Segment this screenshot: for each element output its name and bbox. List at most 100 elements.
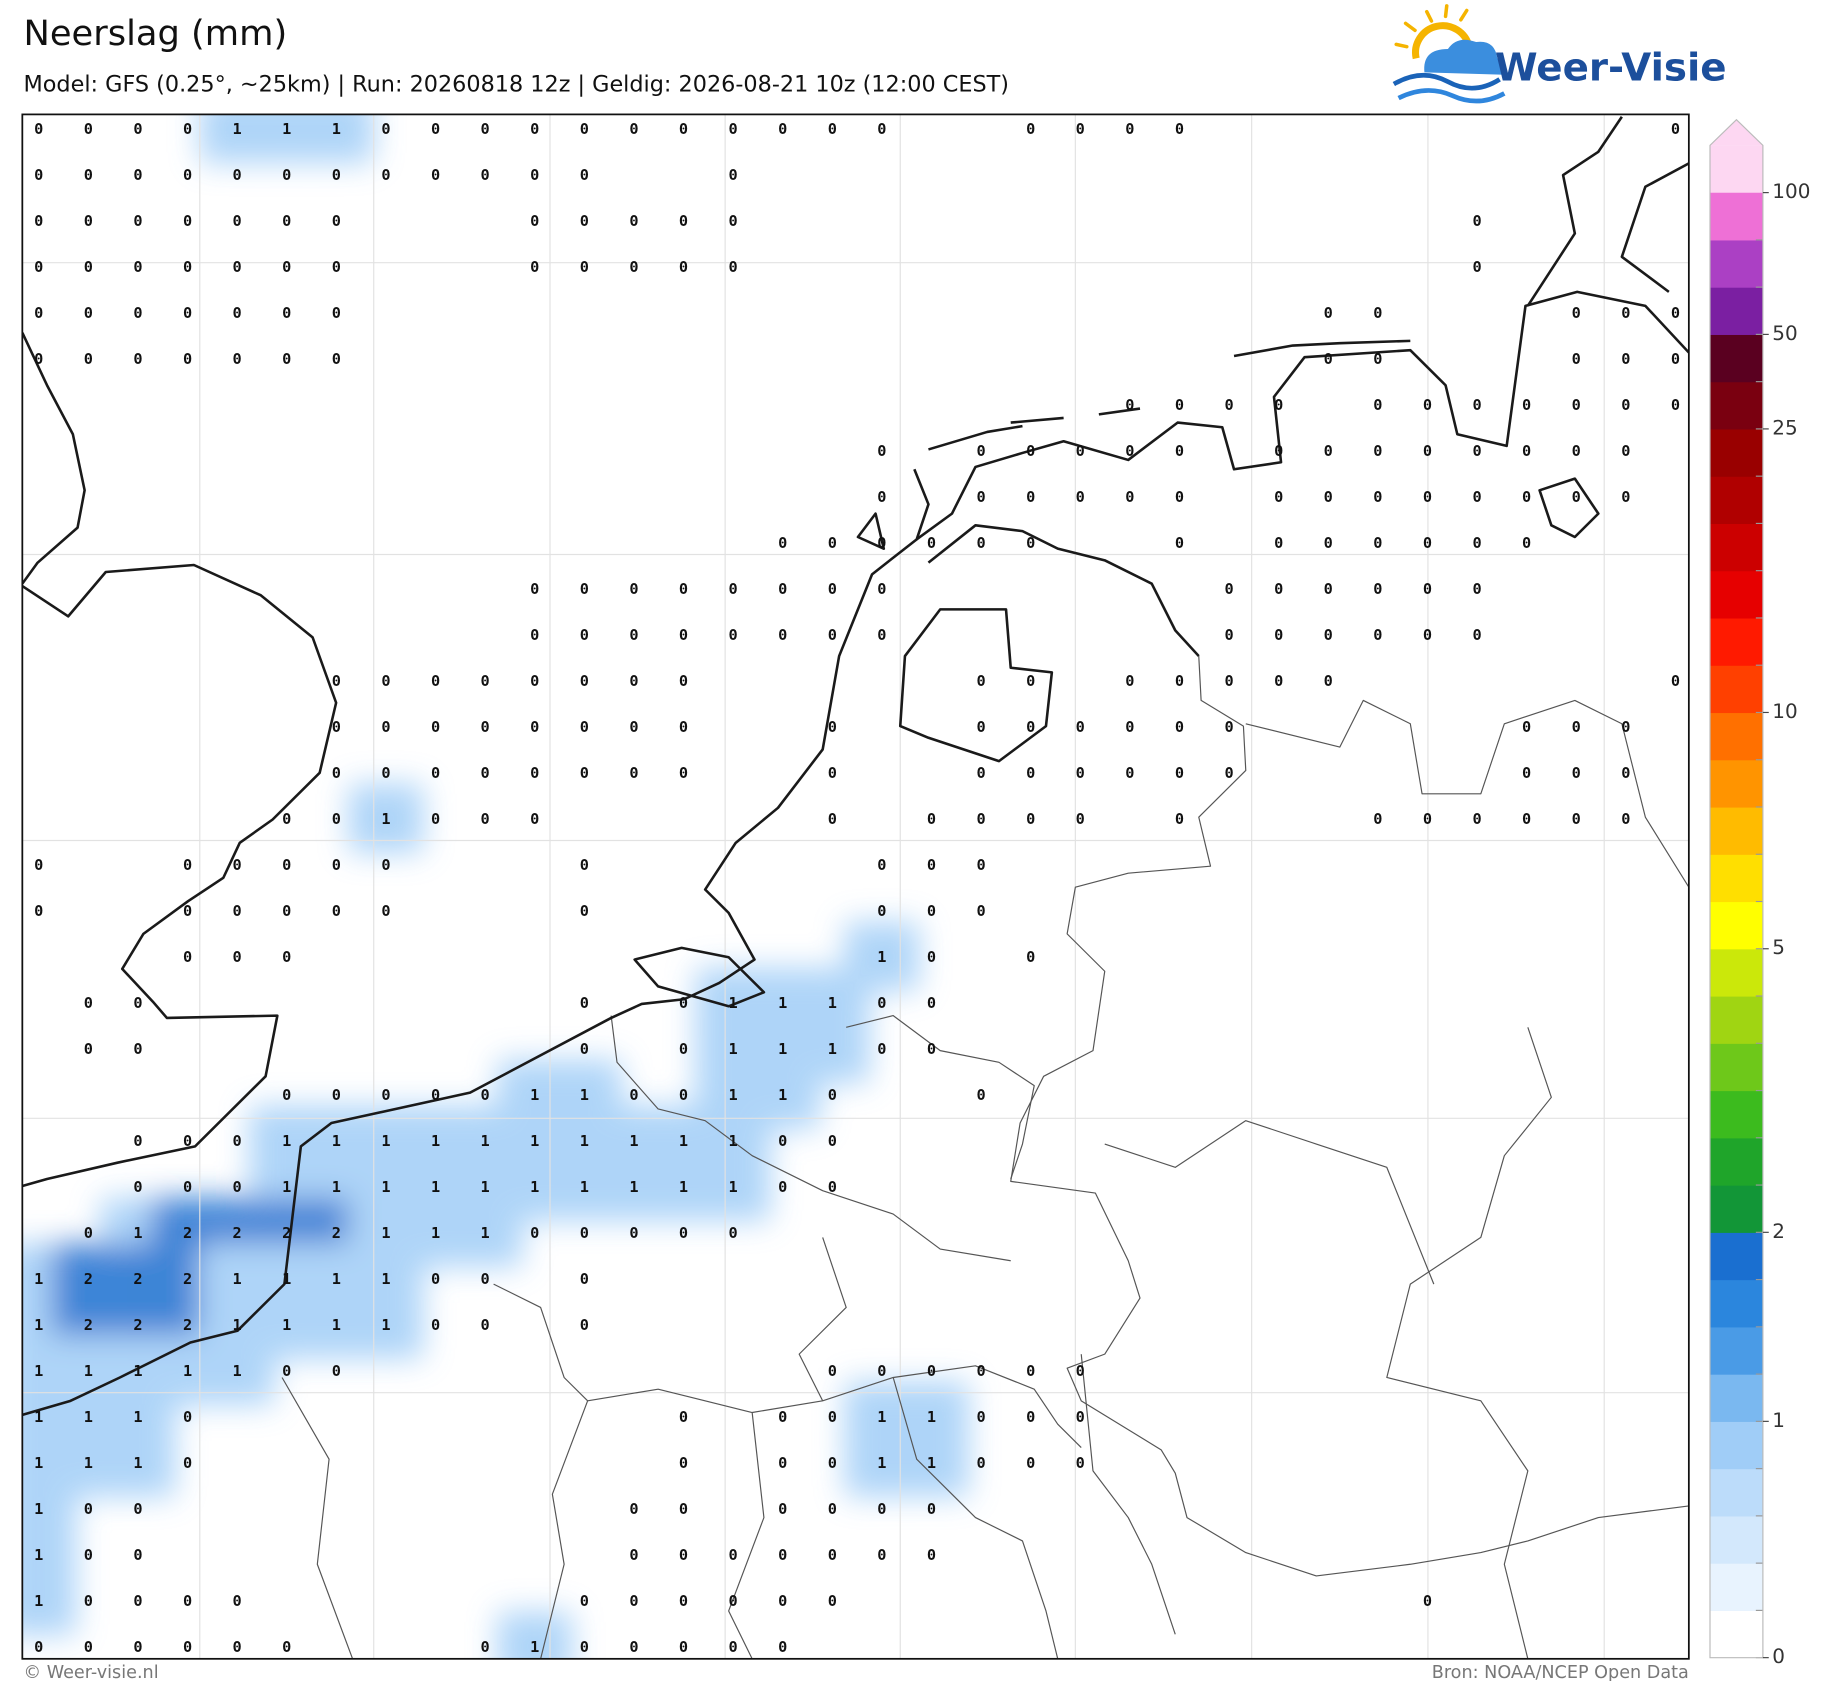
precip-value: 0 <box>133 1592 142 1610</box>
precip-value: 0 <box>778 1546 787 1564</box>
precip-value: 1 <box>233 120 242 138</box>
precip-value: 0 <box>381 902 390 920</box>
precip-value: 1 <box>282 1270 291 1288</box>
precip-value: 0 <box>34 166 43 184</box>
precip-value: 0 <box>1125 488 1134 506</box>
precip-value: 0 <box>1423 1592 1432 1610</box>
precip-value: 0 <box>1522 442 1531 460</box>
precip-value: 1 <box>828 994 837 1012</box>
precip-value: 0 <box>729 120 738 138</box>
precip-value: 1 <box>183 1362 192 1380</box>
precip-value: 0 <box>34 856 43 874</box>
colorbar-band <box>1710 617 1763 666</box>
colorbar-band <box>1710 1563 1763 1611</box>
precip-value: 1 <box>778 994 787 1012</box>
precip-value: 0 <box>778 1178 787 1196</box>
precip-value: 0 <box>1274 488 1283 506</box>
precip-value: 0 <box>1621 764 1630 782</box>
precip-value: 0 <box>927 948 936 966</box>
precip-value: 0 <box>1324 488 1333 506</box>
precip-value: 0 <box>332 166 341 184</box>
precip-value: 0 <box>1274 672 1283 690</box>
precip-value: 0 <box>530 1224 539 1242</box>
colorbar-tick-label: 1 <box>1772 1409 1785 1432</box>
precip-value: 0 <box>233 166 242 184</box>
precip-value: 0 <box>778 626 787 644</box>
precip-value: 0 <box>679 672 688 690</box>
colorbar-band <box>1710 712 1763 761</box>
precip-value: 1 <box>729 1040 738 1058</box>
precip-cell <box>447 1197 523 1267</box>
precip-value: 0 <box>381 764 390 782</box>
precip-value: 0 <box>828 1362 837 1380</box>
precip-value: 0 <box>530 258 539 276</box>
precip-value: 1 <box>381 1224 390 1242</box>
precip-value: 0 <box>927 810 936 828</box>
colorbar-tick-label: 25 <box>1772 416 1797 439</box>
precip-value: 0 <box>1671 350 1680 368</box>
precip-value: 0 <box>1175 534 1184 552</box>
precip-value: 0 <box>530 212 539 230</box>
precip-value: 1 <box>282 1178 291 1196</box>
precip-value: 0 <box>183 1592 192 1610</box>
precip-value: 1 <box>877 1408 886 1426</box>
title: Neerslag (mm) <box>24 13 288 54</box>
precip-value: 0 <box>84 212 93 230</box>
precip-value: 0 <box>679 626 688 644</box>
precip-value: 0 <box>233 350 242 368</box>
precip-value: 0 <box>381 1086 390 1104</box>
precip-value: 1 <box>729 1132 738 1150</box>
precip-value: 0 <box>828 534 837 552</box>
precip-value: 0 <box>580 1224 589 1242</box>
precip-value: 0 <box>183 304 192 322</box>
precip-value: 0 <box>1373 396 1382 414</box>
precip-value: 0 <box>580 626 589 644</box>
precip-value: 0 <box>84 1500 93 1518</box>
colorbar-tick-label: 5 <box>1772 936 1785 959</box>
precip-value: 0 <box>580 764 589 782</box>
precip-value: 0 <box>877 1546 886 1564</box>
precip-value: 0 <box>183 1454 192 1472</box>
precip-value: 0 <box>431 166 440 184</box>
precip-value: 0 <box>977 856 986 874</box>
precip-value: 1 <box>34 1546 43 1564</box>
precip-value: 0 <box>828 1500 837 1518</box>
precip-value: 0 <box>1373 534 1382 552</box>
precip-value: 0 <box>1472 396 1481 414</box>
precip-value: 0 <box>580 120 589 138</box>
colorbar-band <box>1710 1279 1763 1328</box>
colorbar-band <box>1710 381 1763 430</box>
precip-value: 0 <box>1572 764 1581 782</box>
precip-cell <box>299 114 374 163</box>
precip-value: 1 <box>133 1408 142 1426</box>
precip-value: 1 <box>381 1270 390 1288</box>
precip-value: 0 <box>332 212 341 230</box>
precip-value: 0 <box>282 258 291 276</box>
precip-value: 0 <box>332 764 341 782</box>
colorbar-band <box>1710 428 1763 477</box>
precip-value: 0 <box>629 1592 638 1610</box>
precip-value: 0 <box>133 212 142 230</box>
precip-value: 0 <box>1026 488 1035 506</box>
precip-value: 0 <box>1026 1408 1035 1426</box>
borders <box>281 656 1689 1659</box>
precip-value: 0 <box>927 1040 936 1058</box>
precip-cell <box>894 1427 969 1497</box>
precip-value: 0 <box>778 534 787 552</box>
precip-value: 2 <box>133 1316 142 1334</box>
precip-value: 1 <box>84 1362 93 1380</box>
precip-value: 0 <box>332 258 341 276</box>
precip-value: 0 <box>34 120 43 138</box>
precip-value: 0 <box>481 1270 490 1288</box>
precip-value: 1 <box>133 1224 142 1242</box>
precip-value: 1 <box>332 1270 341 1288</box>
precip-value: 0 <box>1076 488 1085 506</box>
precip-value: 0 <box>183 258 192 276</box>
precip-value: 0 <box>1671 672 1680 690</box>
precip-value: 0 <box>1621 350 1630 368</box>
precip-value: 0 <box>1472 442 1481 460</box>
precip-value: 0 <box>679 1638 688 1656</box>
precip-value: 0 <box>1274 442 1283 460</box>
precip-value: 0 <box>679 580 688 598</box>
precip-value: 0 <box>183 1178 192 1196</box>
